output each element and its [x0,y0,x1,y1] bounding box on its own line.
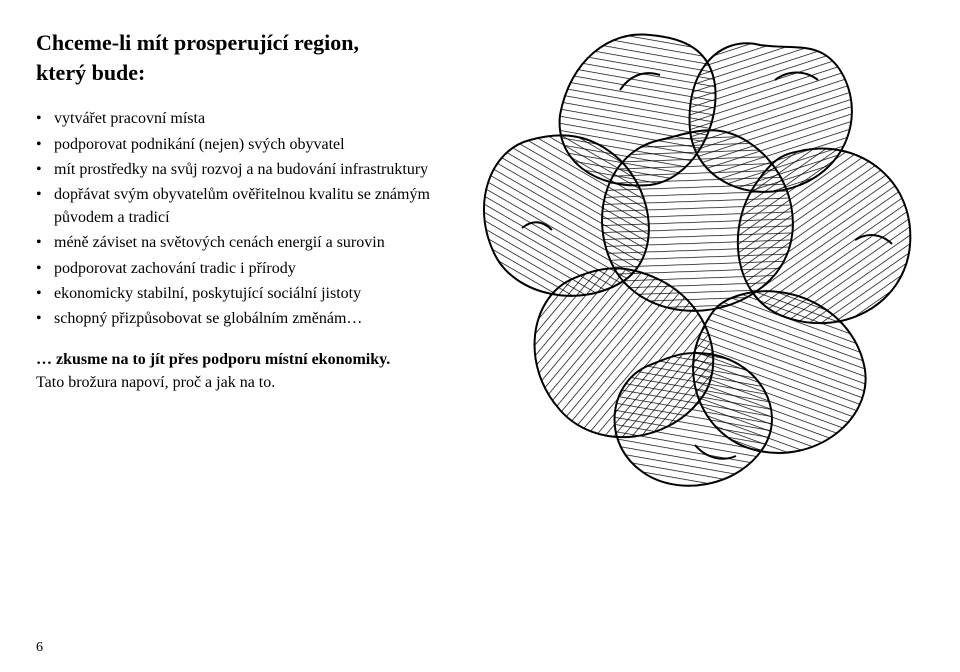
bullet-text: dopřávat svým obyvatelům ověřitelnou kva… [54,186,430,226]
list-item: dopřávat svým obyvatelům ověřitelnou kva… [36,183,476,229]
bullet-list: vytvářet pracovní místa podporovat podni… [36,107,476,330]
list-item: podporovat podnikání (nejen) svých obyva… [36,133,476,156]
bullet-text: méně záviset na světových cenách energií… [54,234,385,251]
bullet-text: podporovat zachování tradic i přírody [54,260,296,277]
heading-line-1: Chceme-li mít prosperující region, [36,30,359,55]
closing-bold: … zkusme na to jít přes podporu místní e… [36,348,476,371]
leaf-svg [460,20,930,490]
bullet-text: schopný přizpůsobovat se globálním změná… [54,310,362,327]
page-number: 6 [36,640,43,656]
list-item: podporovat zachování tradic i přírody [36,257,476,280]
bullet-text: mít prostředky na svůj rozvoj a na budov… [54,161,428,178]
list-item: mít prostředky na svůj rozvoj a na budov… [36,158,476,181]
list-item: ekonomicky stabilní, poskytující sociáln… [36,282,476,305]
bullet-text: vytvářet pracovní místa [54,110,205,127]
leaf-illustration [460,20,930,490]
list-item: vytvářet pracovní místa [36,107,476,130]
closing-block: … zkusme na to jít přes podporu místní e… [36,348,476,394]
list-item: schopný přizpůsobovat se globálním změná… [36,307,476,330]
heading: Chceme-li mít prosperující region, který… [36,28,456,87]
list-item: méně záviset na světových cenách energií… [36,231,476,254]
bullet-text: podporovat podnikání (nejen) svých obyva… [54,136,345,153]
closing-plain: Tato brožura napoví, proč a jak na to. [36,371,476,394]
bullet-text: ekonomicky stabilní, poskytující sociáln… [54,285,361,302]
heading-line-2: který bude: [36,60,145,85]
page: Chceme-li mít prosperující region, který… [0,0,960,672]
